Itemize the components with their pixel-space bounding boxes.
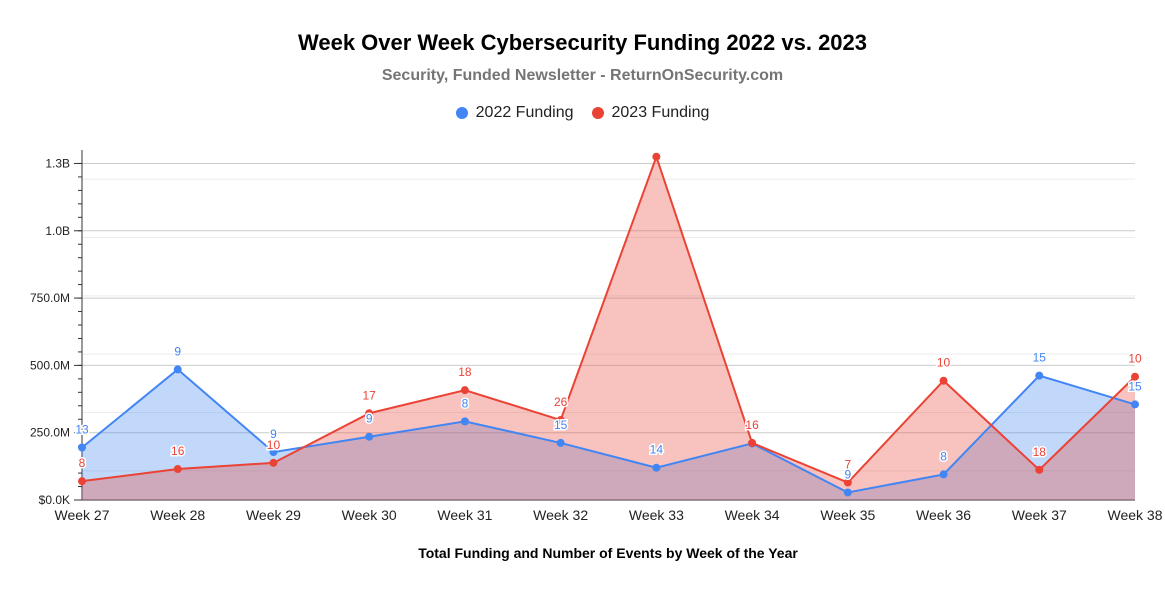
data-label-2022: 15	[554, 418, 568, 432]
chart-subtitle: Security, Funded Newsletter - ReturnOnSe…	[381, 67, 784, 84]
data-label-2023: 26	[554, 395, 568, 409]
point-2022	[939, 470, 948, 479]
point-2022	[652, 463, 661, 472]
data-label-2023: 17	[363, 388, 377, 402]
data-label-2023: 8	[79, 456, 86, 470]
x-tick-label: Week 32	[533, 507, 588, 523]
data-label-2022: 8	[462, 396, 469, 410]
x-tick-label: Week 29	[246, 507, 301, 523]
point-2023	[748, 438, 757, 447]
point-2022	[556, 438, 565, 447]
data-label-2023: 18	[1033, 445, 1047, 459]
area-2022	[82, 369, 1135, 500]
x-tick-label: Week 33	[629, 507, 684, 523]
point-2023	[1131, 372, 1139, 381]
legend-item-2023[interactable]: 2023 Funding	[591, 104, 710, 122]
point-2022	[173, 365, 182, 374]
x-tick-label: Week 34	[725, 507, 780, 523]
x-tick-label: Week 28	[150, 507, 205, 523]
point-2023	[1035, 465, 1044, 474]
point-2023	[173, 465, 182, 474]
point-2022	[460, 417, 469, 426]
data-label-2022: 15	[1128, 379, 1142, 393]
x-tick-label: Week 31	[437, 507, 492, 523]
point-2023	[460, 386, 469, 395]
data-label-2023: 16	[171, 444, 185, 458]
y-tick-label: 500.0M	[30, 358, 70, 372]
x-tick-label: Week 38	[1108, 507, 1163, 523]
point-2023	[652, 152, 661, 161]
data-label-2022: 8	[940, 449, 947, 463]
data-label-2022: 9	[270, 427, 277, 441]
point-2023	[365, 409, 374, 418]
line-2022	[81, 368, 1136, 494]
x-tick-label: Week 37	[1012, 507, 1067, 523]
point-2022	[269, 448, 278, 457]
y-tick-label: 1.3B	[45, 156, 70, 170]
x-axis-title: Total Funding and Number of Events by We…	[418, 545, 798, 561]
point-2022	[78, 443, 86, 452]
data-label-2023: 10	[937, 356, 951, 370]
legend-label-2023: 2023 Funding	[611, 104, 710, 121]
y-tick-label: 750.0M	[30, 291, 70, 305]
data-label-2022: 15	[1033, 351, 1047, 365]
legend-marker-2023	[591, 107, 604, 119]
data-label-2022: 9	[844, 467, 851, 481]
data-label-2022: 13	[75, 423, 89, 437]
x-tick-label: Week 30	[342, 507, 397, 523]
legend-label-2022: 2022 Funding	[475, 104, 574, 121]
point-2023	[269, 458, 278, 467]
chart-title: Week Over Week Cybersecurity Funding 202…	[297, 30, 868, 55]
y-tick-label: 250.0M	[30, 426, 70, 440]
legend: 2022 Funding 2023 Funding	[0, 104, 1165, 122]
line-2023	[81, 153, 1136, 484]
y-tick-label: $0.0K	[39, 493, 70, 507]
data-label-2023: 10	[267, 438, 281, 452]
area-2023	[82, 156, 1135, 500]
point-2022	[1035, 371, 1044, 380]
point-2022	[843, 488, 852, 497]
legend-item-2022[interactable]: 2022 Funding	[455, 104, 574, 122]
data-label-2023: 10	[1128, 352, 1142, 366]
point-2023	[556, 416, 565, 425]
data-label-2022: 9	[174, 344, 181, 358]
point-2022	[1131, 400, 1139, 409]
y-tick-label: 1.0B	[45, 224, 70, 238]
x-tick-label: Week 36	[916, 507, 971, 523]
x-tick-label: Week 27	[55, 507, 110, 523]
data-label-2023: 18	[458, 365, 472, 379]
point-2023	[939, 376, 948, 385]
point-2022	[365, 432, 374, 441]
data-label-2022: 9	[366, 412, 373, 426]
data-label-2022: 14	[650, 443, 664, 457]
data-label-2023: 7	[844, 458, 851, 472]
data-label-2023: 16	[745, 418, 759, 432]
point-2023	[78, 477, 86, 486]
legend-marker-2022	[455, 107, 468, 119]
point-2023	[843, 478, 852, 487]
x-tick-label: Week 35	[820, 507, 875, 523]
